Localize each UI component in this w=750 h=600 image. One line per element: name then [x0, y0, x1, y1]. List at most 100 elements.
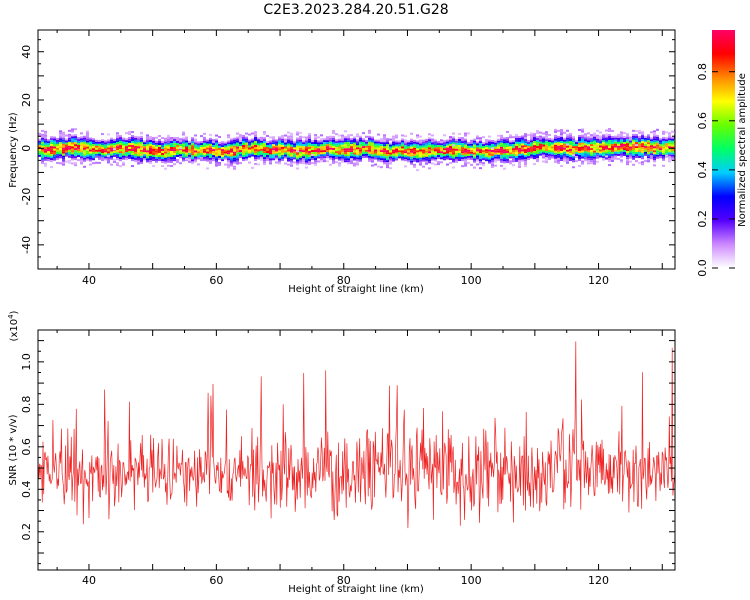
heatmap-cell — [215, 156, 218, 159]
heatmap-cell — [347, 140, 350, 143]
heatmap-cell — [647, 150, 650, 153]
heatmap-cell — [92, 144, 95, 147]
heatmap-cell — [581, 160, 584, 163]
heatmap-cell — [662, 130, 665, 133]
heatmap-cell — [482, 136, 485, 139]
heatmap-cell — [218, 145, 221, 148]
heatmap-cell — [71, 128, 74, 131]
heatmap-cell — [449, 140, 452, 143]
heatmap-cell — [401, 142, 404, 145]
heatmap-cell — [413, 139, 416, 142]
heatmap-cell — [656, 134, 659, 137]
heatmap-cell — [434, 155, 437, 158]
heatmap-cell — [254, 158, 257, 161]
heatmap-cell — [146, 136, 149, 139]
heatmap-cell — [536, 132, 539, 135]
heatmap-cell — [500, 142, 503, 145]
heatmap-cell — [602, 142, 605, 145]
heatmap-cell — [314, 141, 317, 144]
heatmap-cell — [671, 148, 674, 151]
heatmap-cell — [437, 141, 440, 144]
heatmap-cell — [602, 156, 605, 159]
heatmap-cell — [59, 130, 62, 133]
heatmap-cell — [356, 147, 359, 150]
heatmap-cell — [221, 153, 224, 156]
heatmap-cell — [149, 160, 152, 163]
heatmap-cell — [296, 149, 299, 152]
heatmap-cell — [341, 148, 344, 151]
heatmap-cell — [314, 133, 317, 136]
heatmap-cell — [41, 145, 44, 148]
heatmap-cell — [653, 144, 656, 147]
heatmap-cell — [161, 155, 164, 158]
heatmap-cell — [464, 164, 467, 167]
heatmap-cell — [167, 152, 170, 155]
heatmap-cell — [542, 138, 545, 141]
heatmap-cell — [455, 142, 458, 145]
heatmap-cell — [134, 151, 137, 154]
heatmap-cell — [89, 145, 92, 148]
heatmap-cell — [569, 158, 572, 161]
heatmap-cell — [242, 143, 245, 146]
heatmap-cell — [530, 136, 533, 139]
heatmap-cell — [473, 140, 476, 143]
heatmap-cell — [668, 154, 671, 157]
heatmap-cell — [308, 162, 311, 165]
heatmap-cell — [401, 150, 404, 153]
heatmap-cell — [206, 157, 209, 160]
heatmap-cell — [215, 164, 218, 167]
heatmap-cell — [665, 153, 668, 156]
heatmap-cell — [350, 162, 353, 165]
heatmap-cell — [275, 139, 278, 142]
heatmap-cell — [431, 138, 434, 141]
heatmap-cell — [77, 145, 80, 148]
heatmap-cell — [140, 153, 143, 156]
heatmap-cell — [539, 135, 542, 138]
heatmap-cell — [74, 142, 77, 145]
heatmap-cell — [80, 140, 83, 143]
heatmap-cell — [617, 151, 620, 154]
heatmap-cell — [41, 151, 44, 154]
heatmap-cell — [413, 153, 416, 156]
heatmap-cell — [413, 147, 416, 150]
heatmap-cell — [221, 159, 224, 162]
heatmap-cell — [119, 139, 122, 142]
heatmap-cell — [569, 148, 572, 151]
heatmap-cell — [323, 152, 326, 155]
heatmap-cell — [296, 137, 299, 140]
heatmap-cell — [368, 139, 371, 142]
heatmap-cell — [548, 138, 551, 141]
heatmap-cell — [380, 144, 383, 147]
heatmap-cell — [326, 160, 329, 163]
heatmap-cell — [650, 151, 653, 154]
heatmap-cell — [104, 146, 107, 149]
heatmap-cell — [230, 152, 233, 155]
heatmap-cell — [404, 151, 407, 154]
heatmap-cell — [308, 150, 311, 153]
heatmap-cell — [497, 142, 500, 145]
heatmap-cell — [296, 143, 299, 146]
heatmap-cell — [221, 147, 224, 150]
heatmap-cell — [140, 155, 143, 158]
heatmap-cell — [566, 149, 569, 152]
heatmap-cell — [557, 141, 560, 144]
heatmap-cell — [452, 158, 455, 161]
heatmap-cell — [296, 147, 299, 150]
heatmap-cell — [140, 143, 143, 146]
heatmap-cell — [641, 147, 644, 150]
heatmap-cell — [95, 143, 98, 146]
heatmap-cell — [482, 148, 485, 151]
heatmap-cell — [197, 145, 200, 148]
heatmap-cell — [629, 142, 632, 145]
heatmap-cell — [497, 134, 500, 137]
heatmap-cell — [650, 143, 653, 146]
heatmap-cell — [653, 152, 656, 155]
heatmap-cell — [356, 141, 359, 144]
heatmap-cell — [512, 154, 515, 157]
heatmap-cell — [347, 162, 350, 165]
heatmap-cell — [116, 152, 119, 155]
heatmap-cell — [662, 144, 665, 147]
heatmap-cell — [602, 138, 605, 141]
heatmap-cell — [176, 152, 179, 155]
heatmap-cell — [299, 139, 302, 142]
